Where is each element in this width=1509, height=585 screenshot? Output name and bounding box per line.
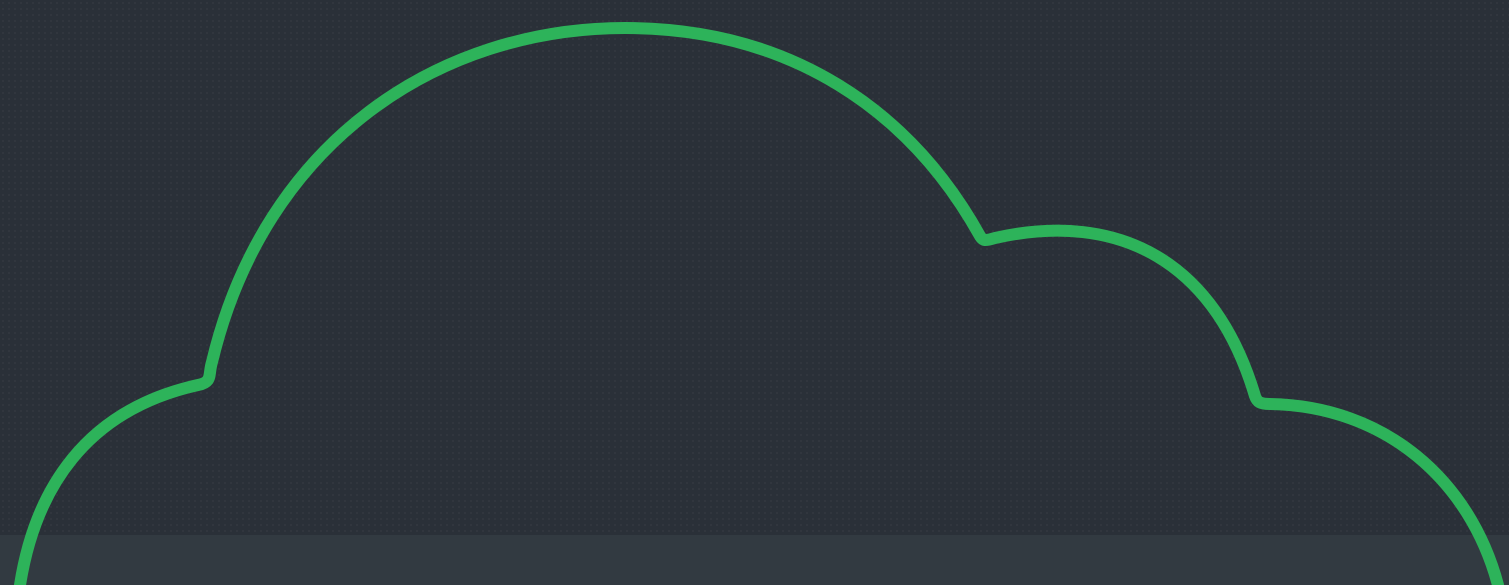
- cloud-outline-path: [14, 22, 1504, 585]
- content-panel-top: [0, 535, 1509, 585]
